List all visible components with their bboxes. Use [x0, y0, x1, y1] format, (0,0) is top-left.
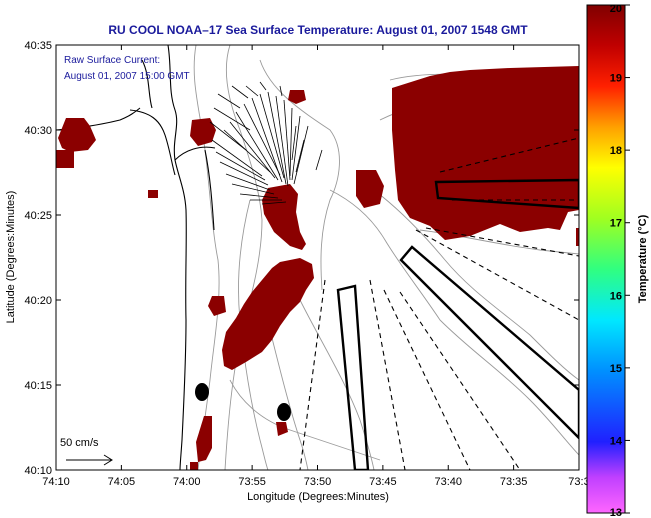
- x-tick-label: 73:55: [238, 476, 266, 488]
- solid-boxes: [336, 178, 579, 470]
- current-vectors: [209, 81, 323, 205]
- scale-label: 50 cm/s: [60, 437, 99, 449]
- x-axis-ticks: 74:10 74:05 74:00 73:55 73:50 73:45 73:40 73:35…: [42, 45, 590, 488]
- y-tick-label: 40:30: [24, 125, 52, 137]
- colorbar-tick-label: 18: [610, 145, 622, 157]
- x-tick-label: 73:3: [568, 476, 589, 488]
- y-tick-label: 40:15: [24, 380, 52, 392]
- y-tick-label: 40:25: [24, 210, 52, 222]
- colorbar-tick-label: 16: [610, 290, 622, 302]
- x-tick-label: 73:35: [500, 476, 528, 488]
- scale-arrow: [66, 454, 113, 466]
- colorbar-ticks: 20 19 18 17 16 15 14 13: [610, 3, 630, 518]
- colorbar: [586, 4, 626, 514]
- y-tick-label: 40:35: [24, 40, 52, 52]
- colorbar-tick-label: 13: [610, 507, 622, 518]
- x-tick-label: 74:10: [42, 476, 70, 488]
- colorbar-tick-label: 17: [610, 218, 622, 230]
- colorbar-tick-label: 19: [610, 73, 622, 85]
- station-marker: [277, 403, 291, 421]
- x-tick-label: 74:00: [173, 476, 201, 488]
- dashed-lines: [299, 137, 579, 470]
- current-info-line1: Raw Surface Current:: [64, 55, 160, 66]
- y-tick-label: 40:20: [24, 295, 52, 307]
- x-tick-label: 73:45: [369, 476, 397, 488]
- current-info-line2: August 01, 2007 15:00 GMT: [64, 71, 190, 82]
- map-title: RU COOL NOAA–17 Sea Surface Temperature:…: [108, 23, 528, 37]
- y-axis-ticks: 40:35 40:30 40:25 40:20 40:15 40:10: [24, 40, 579, 477]
- x-axis-label: Longitude (Degrees:Minutes): [247, 491, 389, 503]
- x-tick-label: 74:05: [108, 476, 136, 488]
- sst-patches: [56, 66, 579, 470]
- y-axis-label: Latitude (Degrees:Minutes): [5, 191, 17, 324]
- x-tick-label: 73:50: [304, 476, 332, 488]
- colorbar-label: Temperature (°C): [637, 214, 649, 303]
- y-tick-label: 40:10: [24, 465, 52, 477]
- x-tick-label: 73:40: [434, 476, 462, 488]
- colorbar-tick-label: 20: [610, 3, 622, 15]
- colorbar-tick-label: 14: [610, 435, 623, 447]
- colorbar-tick-label: 15: [610, 363, 622, 375]
- station-marker: [195, 383, 209, 401]
